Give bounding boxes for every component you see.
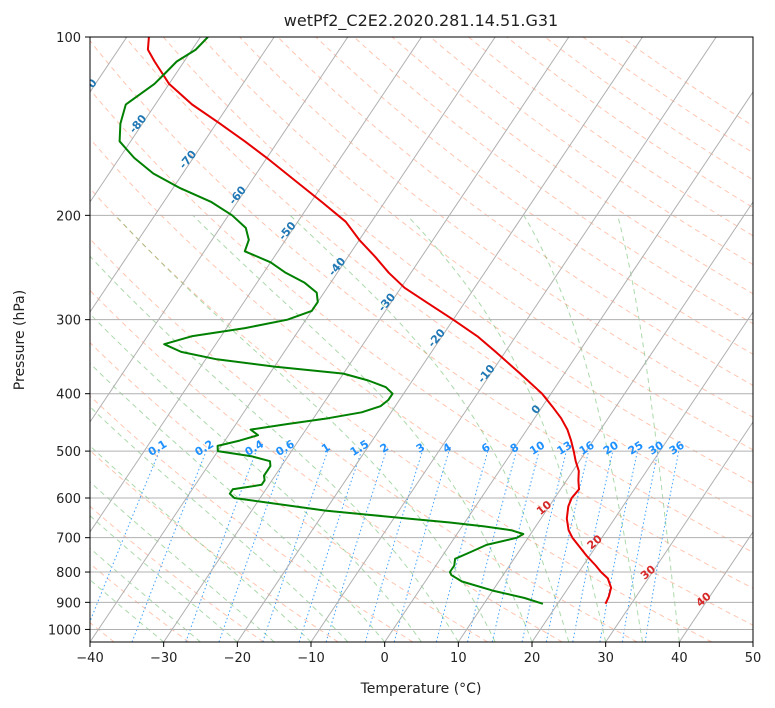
- y-tick-label: 200: [56, 209, 81, 224]
- dry-adiabat-line: [90, 88, 753, 589]
- dewpoint-profile: [118, 37, 544, 605]
- dry-adiabat-line: [468, 37, 753, 237]
- x-tick-label: 50: [745, 651, 762, 666]
- mixing-ratio-line: [572, 450, 614, 642]
- mixing-ratio-line: [325, 450, 387, 642]
- y-tick-label: 1000: [48, 623, 81, 638]
- mixing-ratio-line: [621, 450, 659, 642]
- x-tick-label: 30: [597, 651, 614, 666]
- isotherm-line: [90, 37, 275, 313]
- y-tick-label: 600: [56, 492, 81, 507]
- dry-adiabat-line: [162, 37, 753, 484]
- isobars: [90, 37, 753, 630]
- dry-adiabat-line: [506, 37, 753, 209]
- dry-adiabat-line: [201, 37, 753, 451]
- mixing-ratio-line: [644, 451, 680, 642]
- moist-adiabat-line: [90, 579, 165, 642]
- mixing-ratio-line: [521, 450, 567, 642]
- moist-adiabats: [90, 214, 680, 642]
- isotherm-label: -90: [77, 76, 100, 100]
- mixing-ratio-line: [185, 450, 257, 642]
- dry-adiabat-line: [315, 37, 753, 355]
- mixing-ratio-line: [262, 450, 329, 642]
- isotherm-label: -100: [25, 38, 53, 68]
- dry-adiabat-line: [90, 39, 753, 553]
- mixing-ratio-line: [435, 450, 489, 642]
- x-tick-label: −20: [224, 651, 251, 666]
- moist-adiabat-line: [90, 362, 386, 642]
- moist-adiabat-line: [192, 214, 533, 642]
- x-tick-label: 20: [524, 651, 541, 666]
- x-tick-label: 40: [671, 651, 688, 666]
- y-axis-label: Pressure (hPa): [12, 290, 28, 390]
- dry-adiabat-line: [544, 37, 753, 181]
- mixing-ratio-line: [467, 450, 517, 642]
- dry-adiabat-line: [90, 449, 339, 642]
- isotherm-line: [236, 37, 643, 642]
- isotherm-line: [384, 91, 753, 642]
- dry-adiabat-line: [353, 37, 753, 325]
- moist-adiabat-line: [90, 547, 201, 642]
- moist-adiabat-line: [523, 215, 643, 642]
- isotherm-line: [531, 311, 753, 642]
- x-tick-label: −40: [76, 651, 103, 666]
- dry-adiabats: [90, 37, 753, 642]
- isotherm-line: [90, 37, 349, 423]
- y-tick-label: 500: [56, 445, 81, 460]
- y-tick-label: 400: [56, 388, 81, 403]
- isotherm-line: [90, 37, 422, 533]
- mixing-ratio-line: [491, 450, 540, 642]
- mixing-ratio-line: [393, 450, 450, 642]
- y-tick-label: 800: [56, 566, 81, 581]
- y-tick-label: 900: [56, 596, 81, 611]
- moist-adiabat-line: [406, 214, 607, 642]
- x-tick-label: 10: [450, 651, 467, 666]
- dry-adiabat-line: [90, 289, 563, 642]
- moist-adiabat-line: [90, 481, 275, 642]
- y-tick-label: 100: [56, 31, 81, 46]
- x-axis-label: Temperature (°C): [360, 681, 482, 697]
- isotherm-line: [605, 421, 753, 642]
- temperature-profile: [146, 37, 613, 605]
- plot-frame: [89, 36, 754, 643]
- x-tick-label: 0: [381, 651, 389, 666]
- mixing-ratio-line: [364, 450, 423, 642]
- profile-series: [118, 37, 613, 605]
- mixing-ratio-line: [298, 450, 362, 642]
- isotherm-line: [310, 37, 717, 642]
- y-tick-label: 700: [56, 532, 81, 547]
- moist-adiabat-line: [115, 214, 496, 642]
- x-tick-label: −30: [150, 651, 177, 666]
- dry-adiabat-line: [90, 505, 264, 642]
- moist-adiabat-line: [90, 445, 312, 642]
- dry-adiabat-line: [277, 37, 753, 386]
- isotherm-line: [90, 37, 201, 203]
- x-tick-label: −10: [297, 651, 324, 666]
- mixing-ratio-line: [599, 450, 638, 642]
- plot-background: [90, 37, 753, 642]
- isotherm-line: [163, 37, 570, 642]
- isotherm-line: [752, 641, 753, 642]
- isotherm-line: [457, 201, 753, 642]
- moist-adiabat-line: [90, 313, 422, 642]
- chart-title: wetPf2_C2E2.2020.281.14.51.G31: [284, 11, 558, 31]
- moist-adiabat-line: [90, 515, 238, 642]
- y-tick-label: 300: [56, 314, 81, 329]
- dry-adiabat-line: [90, 238, 638, 642]
- isotherm-line: [678, 531, 753, 642]
- dry-adiabat-line: [239, 37, 753, 418]
- dry-adiabat-line: [124, 37, 753, 518]
- moist-adiabat-line: [617, 215, 680, 642]
- isotherms: [90, 37, 753, 642]
- isotherm-line: [90, 37, 496, 642]
- mixing-ratio-line: [218, 450, 288, 642]
